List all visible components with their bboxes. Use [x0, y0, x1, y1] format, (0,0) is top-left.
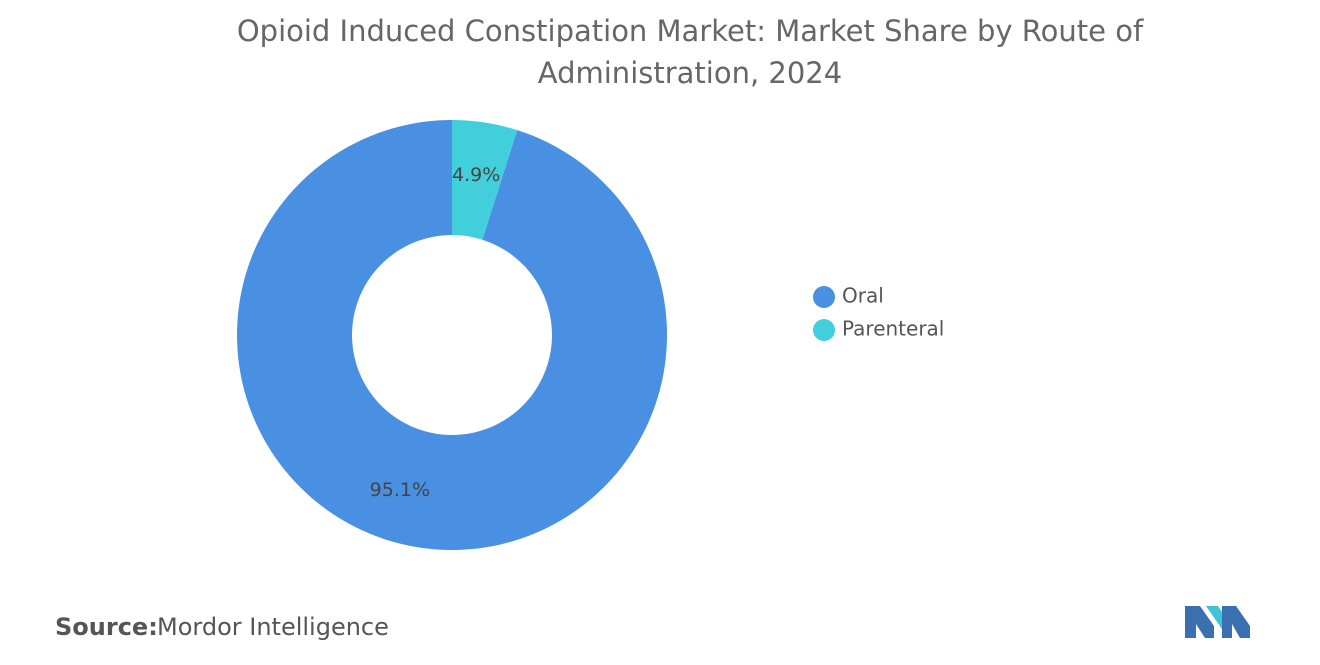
chart-title: Opioid Induced Constipation Market: Mark… — [236, 14, 1144, 90]
legend-marker — [813, 286, 835, 308]
source: Mordor Intelligence — [157, 613, 389, 641]
legend-label: Parenteral — [842, 317, 944, 341]
value-label: 4.9% — [452, 164, 500, 186]
donut-slice — [237, 120, 668, 550]
logo — [1185, 606, 1250, 638]
legend-marker — [813, 319, 835, 341]
logo-shape — [1185, 606, 1214, 638]
logo-shape — [1222, 606, 1250, 638]
source-label: Source: — [55, 613, 158, 641]
value-label: 95.1% — [370, 479, 430, 501]
donut-slice — [452, 120, 518, 240]
legend-label: Oral — [842, 284, 884, 308]
